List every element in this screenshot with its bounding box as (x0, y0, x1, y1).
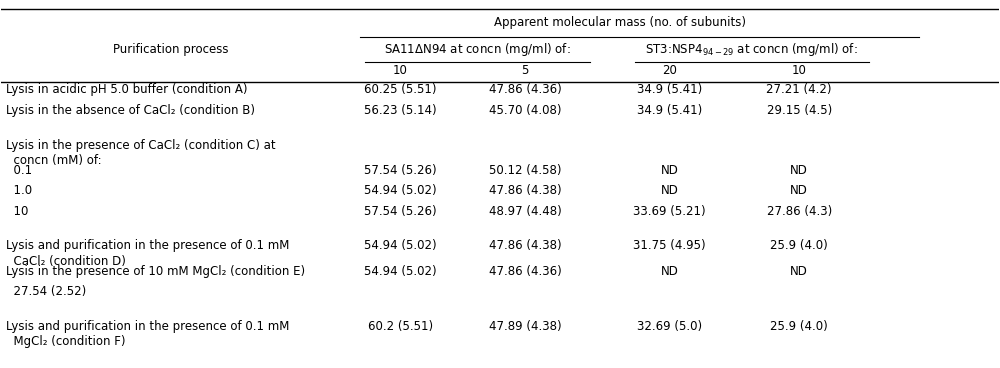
Text: Lysis in the presence of CaCl₂ (condition C) at: Lysis in the presence of CaCl₂ (conditio… (6, 138, 276, 152)
Text: ND: ND (661, 164, 678, 177)
Text: 27.54 (2.52): 27.54 (2.52) (6, 285, 87, 298)
Text: concn (mM) of:: concn (mM) of: (6, 154, 102, 167)
Text: 47.86 (4.36): 47.86 (4.36) (489, 265, 561, 278)
Text: ND: ND (790, 164, 808, 177)
Text: 54.94 (5.02): 54.94 (5.02) (364, 239, 437, 252)
Text: 10: 10 (393, 64, 408, 77)
Text: Lysis in the absence of CaCl₂ (condition B): Lysis in the absence of CaCl₂ (condition… (6, 104, 255, 117)
Text: ND: ND (661, 184, 678, 197)
Text: ND: ND (790, 184, 808, 197)
Text: Lysis in the presence of 10 mM MgCl₂ (condition E): Lysis in the presence of 10 mM MgCl₂ (co… (6, 265, 306, 278)
Text: 57.54 (5.26): 57.54 (5.26) (364, 164, 437, 177)
Text: SA11$\Delta$N94 at concn (mg/ml) of:: SA11$\Delta$N94 at concn (mg/ml) of: (384, 41, 571, 58)
Text: 27.86 (4.3): 27.86 (4.3) (767, 205, 832, 217)
Text: 54.94 (5.02): 54.94 (5.02) (364, 265, 437, 278)
Text: 34.9 (5.41): 34.9 (5.41) (637, 84, 702, 96)
Text: 48.97 (4.48): 48.97 (4.48) (489, 205, 561, 217)
Text: 27.21 (4.2): 27.21 (4.2) (766, 84, 832, 96)
Text: 0.1: 0.1 (6, 164, 32, 177)
Text: 45.70 (4.08): 45.70 (4.08) (489, 104, 561, 117)
Text: CaCl₂ (condition D): CaCl₂ (condition D) (6, 255, 126, 268)
Text: 60.25 (5.51): 60.25 (5.51) (364, 84, 437, 96)
Text: 47.86 (4.36): 47.86 (4.36) (489, 84, 561, 96)
Text: Purification process: Purification process (113, 43, 229, 56)
Text: 47.86 (4.38): 47.86 (4.38) (489, 239, 561, 252)
Text: 25.9 (4.0): 25.9 (4.0) (770, 239, 828, 252)
Text: 1.0: 1.0 (6, 184, 32, 197)
Text: 10: 10 (6, 205, 29, 217)
Text: 34.9 (5.41): 34.9 (5.41) (637, 104, 702, 117)
Text: 5: 5 (521, 64, 529, 77)
Text: 60.2 (5.51): 60.2 (5.51) (368, 320, 433, 333)
Text: 57.54 (5.26): 57.54 (5.26) (364, 205, 437, 217)
Text: 54.94 (5.02): 54.94 (5.02) (364, 184, 437, 197)
Text: ST3:NSP4$_{94-29}$ at concn (mg/ml) of:: ST3:NSP4$_{94-29}$ at concn (mg/ml) of: (645, 41, 858, 58)
Text: 29.15 (4.5): 29.15 (4.5) (767, 104, 832, 117)
Text: 20: 20 (662, 64, 677, 77)
Text: MgCl₂ (condition F): MgCl₂ (condition F) (6, 335, 126, 348)
Text: 47.86 (4.38): 47.86 (4.38) (489, 184, 561, 197)
Text: ND: ND (790, 265, 808, 278)
Text: 10: 10 (792, 64, 807, 77)
Text: 50.12 (4.58): 50.12 (4.58) (489, 164, 561, 177)
Text: Apparent molecular mass (no. of subunits): Apparent molecular mass (no. of subunits… (494, 17, 746, 29)
Text: 25.9 (4.0): 25.9 (4.0) (770, 320, 828, 333)
Text: ND: ND (661, 265, 678, 278)
Text: Lysis and purification in the presence of 0.1 mM: Lysis and purification in the presence o… (6, 320, 290, 333)
Text: 56.23 (5.14): 56.23 (5.14) (364, 104, 437, 117)
Text: 47.89 (4.38): 47.89 (4.38) (489, 320, 561, 333)
Text: 32.69 (5.0): 32.69 (5.0) (637, 320, 702, 333)
Text: 31.75 (4.95): 31.75 (4.95) (633, 239, 706, 252)
Text: Lysis in acidic pH 5.0 buffer (condition A): Lysis in acidic pH 5.0 buffer (condition… (6, 84, 248, 96)
Text: Lysis and purification in the presence of 0.1 mM: Lysis and purification in the presence o… (6, 239, 290, 252)
Text: 33.69 (5.21): 33.69 (5.21) (633, 205, 706, 217)
